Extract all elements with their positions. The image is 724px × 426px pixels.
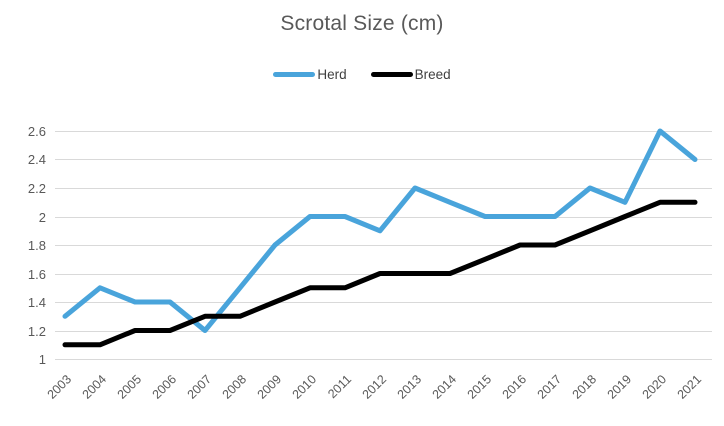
y-axis-label: 2.2: [28, 181, 46, 196]
y-axis-label: 2.4: [28, 152, 46, 167]
chart-title: Scrotal Size (cm): [280, 12, 444, 35]
x-axis-label: 2019: [605, 372, 635, 402]
x-axis-label: 2018: [570, 372, 600, 402]
x-axis-label: 2016: [500, 372, 530, 402]
x-axis-label: 2005: [115, 372, 145, 402]
x-axis-label: 2017: [535, 372, 565, 402]
x-axis-label: 2011: [325, 372, 354, 401]
breed-series-line: [62, 199, 698, 348]
x-axis-label: 2007: [185, 372, 215, 402]
y-axis-label: 1: [39, 352, 46, 367]
y-axis-label: 2: [39, 210, 46, 225]
y-axis-label: 2.6: [28, 124, 46, 139]
x-axis-label: 2015: [465, 372, 495, 402]
x-axis-label: 2004: [80, 372, 110, 402]
legend-label-herd: Herd: [317, 67, 347, 82]
x-axis-label: 2013: [395, 372, 425, 402]
herd-series-line: [62, 128, 698, 333]
breed-line-swatch-icon: [370, 72, 413, 77]
x-axis-label: 2006: [150, 372, 180, 402]
x-axis-label: 2020: [640, 372, 670, 402]
chart-legend: Herd Breed: [0, 67, 724, 82]
y-axis-label: 1.6: [28, 267, 46, 282]
y-axis-label: 1.2: [28, 324, 46, 339]
x-axis-label: 2008: [220, 372, 250, 402]
x-axis-label: 2021: [675, 372, 705, 402]
legend-item-breed: Breed: [370, 67, 451, 82]
y-axis-label: 1.8: [28, 238, 46, 253]
y-axis-label: 1.4: [28, 295, 46, 310]
x-axis-label: 2010: [290, 372, 320, 402]
herd-line-swatch-icon: [273, 72, 316, 77]
legend-label-breed: Breed: [414, 67, 451, 82]
legend-item-herd: Herd: [273, 67, 347, 82]
x-axis-label: 2009: [255, 372, 285, 402]
x-axis-label: 2014: [430, 372, 460, 402]
x-axis-label: 2012: [360, 372, 390, 402]
x-axis-label: 2003: [45, 372, 75, 402]
